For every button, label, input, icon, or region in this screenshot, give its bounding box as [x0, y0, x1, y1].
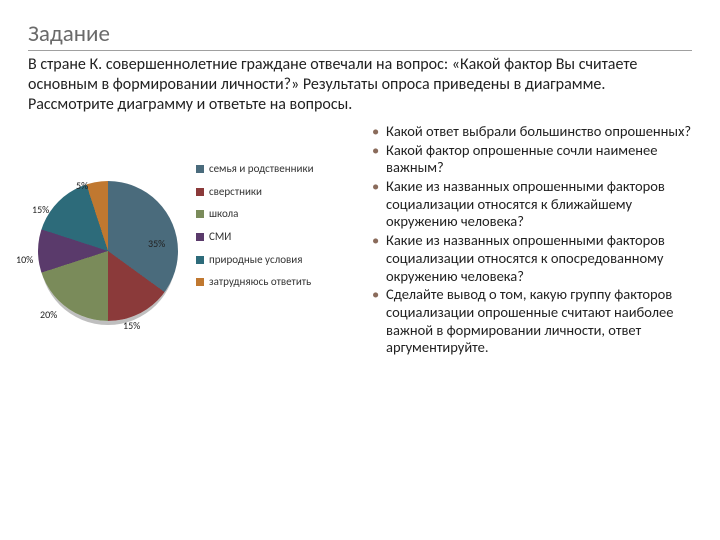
- slice-label: 15%: [32, 203, 49, 216]
- legend-item: затрудняюсь ответить: [196, 276, 314, 289]
- question-list: Какой ответ выбрали большинство опрошенн…: [368, 123, 692, 357]
- questions-panel: Какой ответ выбрали большинство опрошенн…: [368, 123, 692, 358]
- pie-chart: [38, 181, 178, 321]
- legend-swatch: [196, 188, 204, 196]
- legend-label: затрудняюсь ответить: [209, 276, 311, 289]
- question-item: Какой ответ выбрали большинство опрошенн…: [386, 123, 692, 141]
- pie-container: 35%15%20%10%15%5%: [28, 153, 188, 313]
- legend-swatch: [196, 233, 204, 241]
- slice-label: 15%: [123, 319, 140, 332]
- legend-item: природные условия: [196, 254, 314, 267]
- chart-panel: 35%15%20%10%15%5% семья и родственникисв…: [28, 123, 368, 358]
- chart-wrap: 35%15%20%10%15%5% семья и родственникисв…: [28, 153, 368, 313]
- content-row: 35%15%20%10%15%5% семья и родственникисв…: [28, 123, 692, 358]
- legend: семья и родственники сверстники школа СМИ пр…: [196, 153, 314, 313]
- intro-text: В стране К. совершеннолетние граждане от…: [28, 55, 692, 115]
- legend-swatch: [196, 278, 204, 286]
- legend-label: сверстники: [209, 186, 262, 199]
- legend-item: семья и родственники: [196, 163, 314, 176]
- legend-swatch: [196, 256, 204, 264]
- page-title: Задание: [28, 20, 692, 51]
- question-item: Сделайте вывод о том, какую группу факто…: [386, 286, 692, 357]
- legend-label: СМИ: [209, 231, 231, 244]
- slice-label: 35%: [148, 237, 165, 250]
- question-item: Какие из названных опрошенными факторов …: [386, 178, 692, 231]
- legend-swatch: [196, 165, 204, 173]
- legend-item: СМИ: [196, 231, 314, 244]
- legend-item: школа: [196, 208, 314, 221]
- slice-label: 20%: [40, 308, 57, 321]
- legend-label: природные условия: [209, 254, 302, 267]
- legend-label: школа: [209, 208, 238, 221]
- question-item: Какие из названных опрошенными факторов …: [386, 232, 692, 285]
- legend-label: семья и родственники: [209, 163, 314, 176]
- question-item: Какой фактор опрошенные сочли наименее в…: [386, 142, 692, 177]
- slice-label: 10%: [16, 253, 33, 266]
- legend-item: сверстники: [196, 186, 314, 199]
- slice-label: 5%: [76, 179, 88, 192]
- legend-swatch: [196, 210, 204, 218]
